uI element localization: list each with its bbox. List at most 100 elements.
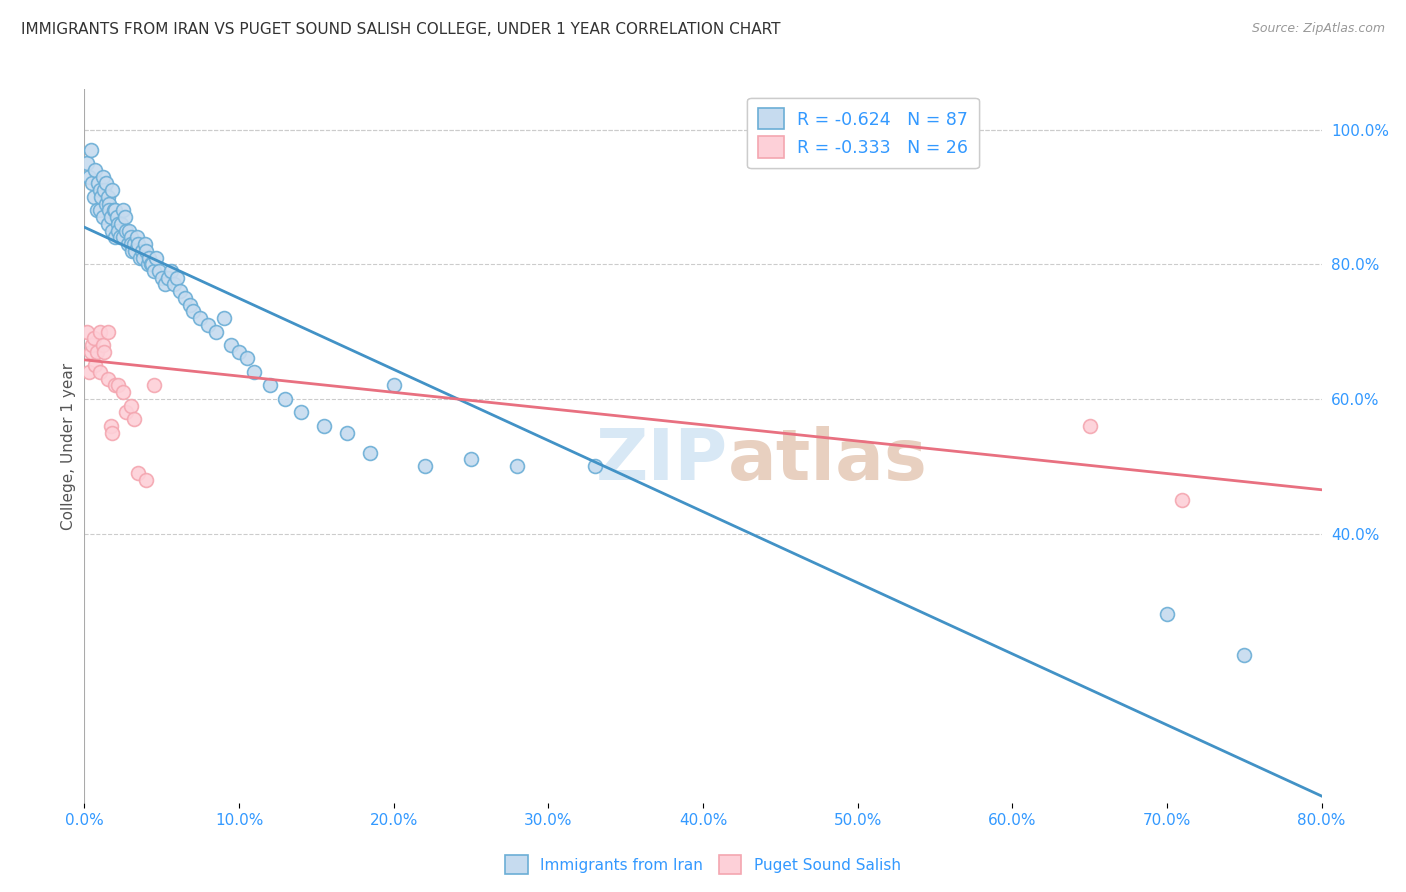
Point	[76, 325, 98, 339]
Text: ZIP: ZIP	[596, 425, 728, 495]
Point	[101, 183, 124, 197]
Point	[197, 318, 219, 332]
Point	[107, 223, 129, 237]
Point	[112, 203, 135, 218]
Point	[228, 344, 250, 359]
Point	[110, 217, 132, 231]
Point	[138, 251, 160, 265]
Point	[166, 270, 188, 285]
Point	[86, 203, 108, 218]
Point	[163, 277, 186, 292]
Point	[94, 177, 117, 191]
Point	[108, 230, 131, 244]
Point	[91, 169, 114, 184]
Point	[101, 223, 124, 237]
Point	[506, 459, 529, 474]
Point	[143, 264, 166, 278]
Point	[114, 210, 136, 224]
Point	[98, 196, 121, 211]
Point	[84, 163, 107, 178]
Point	[382, 378, 405, 392]
Point	[93, 183, 115, 197]
Point	[336, 425, 359, 440]
Point	[120, 399, 142, 413]
Point	[132, 251, 155, 265]
Point	[236, 351, 259, 366]
Point	[583, 459, 606, 474]
Legend: Immigrants from Iran, Puget Sound Salish: Immigrants from Iran, Puget Sound Salish	[499, 849, 907, 880]
Point	[188, 311, 212, 326]
Point	[89, 365, 111, 379]
Text: atlas: atlas	[728, 425, 928, 495]
Point	[118, 223, 141, 237]
Point	[125, 230, 148, 244]
Point	[89, 203, 111, 218]
Point	[181, 304, 204, 318]
Point	[1156, 607, 1178, 622]
Point	[221, 338, 243, 352]
Legend: R = -0.624   N = 87, R = -0.333   N = 26: R = -0.624 N = 87, R = -0.333 N = 26	[747, 98, 979, 168]
Point	[1171, 492, 1194, 507]
Point	[79, 344, 101, 359]
Point	[145, 251, 167, 265]
Point	[104, 203, 127, 218]
Point	[112, 230, 135, 244]
Point	[169, 284, 191, 298]
Point	[83, 190, 105, 204]
Point	[156, 270, 179, 285]
Point	[135, 473, 157, 487]
Point	[274, 392, 297, 406]
Point	[97, 325, 120, 339]
Point	[131, 244, 153, 258]
Point	[122, 412, 145, 426]
Point	[94, 196, 117, 211]
Point	[460, 452, 482, 467]
Point	[100, 418, 122, 433]
Point	[79, 143, 101, 157]
Point	[134, 237, 156, 252]
Point	[89, 183, 111, 197]
Point	[93, 344, 115, 359]
Point	[97, 372, 120, 386]
Point	[1233, 648, 1256, 662]
Point	[150, 270, 173, 285]
Point	[1078, 418, 1101, 433]
Point	[83, 331, 105, 345]
Point	[91, 338, 114, 352]
Point	[122, 237, 145, 252]
Point	[100, 210, 122, 224]
Point	[243, 365, 266, 379]
Point	[87, 177, 110, 191]
Point	[212, 311, 235, 326]
Point	[148, 264, 170, 278]
Point	[128, 466, 150, 480]
Point	[84, 358, 107, 372]
Point	[139, 257, 162, 271]
Point	[174, 291, 197, 305]
Point	[104, 230, 127, 244]
Point	[259, 378, 281, 392]
Point	[115, 405, 138, 419]
Point	[115, 223, 138, 237]
Point	[104, 378, 127, 392]
Point	[91, 210, 114, 224]
Point	[135, 244, 157, 258]
Point	[117, 237, 139, 252]
Point	[112, 385, 135, 400]
Point	[107, 378, 129, 392]
Point	[124, 244, 146, 258]
Point	[121, 244, 143, 258]
Point	[413, 459, 436, 474]
Point	[77, 169, 100, 184]
Point	[128, 237, 150, 252]
Point	[160, 264, 183, 278]
Point	[141, 257, 163, 271]
Point	[120, 230, 142, 244]
Point	[86, 344, 108, 359]
Point	[129, 251, 152, 265]
Point	[105, 210, 128, 224]
Point	[314, 418, 336, 433]
Point	[107, 217, 129, 231]
Point	[103, 203, 125, 218]
Point	[120, 237, 142, 252]
